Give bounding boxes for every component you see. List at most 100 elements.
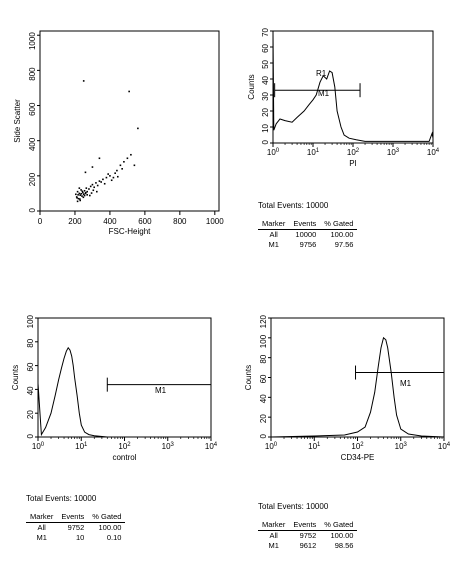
histogram-line — [272, 30, 434, 142]
y-tick-label: 40 — [261, 75, 270, 84]
scatter-point — [110, 179, 113, 182]
scatter-point — [82, 193, 85, 196]
scatter-point — [84, 191, 87, 194]
scatter-point — [81, 195, 83, 197]
x-tick-exponent: 1 — [317, 442, 321, 448]
scatter-point — [103, 182, 106, 185]
table-cell: M1 — [268, 240, 279, 249]
x-tick-label: 103 — [162, 442, 175, 451]
x-tick-exponent: 2 — [127, 442, 131, 448]
x-tick-label: 101 — [75, 442, 88, 451]
scatter-point — [98, 180, 101, 182]
y-tick-label: 400 — [28, 137, 37, 151]
scatter-point — [75, 196, 78, 198]
column-header: % Gated — [88, 512, 126, 523]
scatter-point — [81, 190, 84, 193]
x-tick-exponent: 0 — [41, 442, 45, 448]
y-tick-label: 100 — [26, 314, 35, 328]
scatter-point — [105, 176, 108, 179]
marker-table: Marker Events % Gated All 10000 100.00 M… — [258, 219, 358, 250]
y-tick-label: 100 — [259, 334, 268, 348]
x-tick-label: 104 — [438, 442, 451, 451]
scatter-point — [121, 168, 123, 170]
x-tick-label: 200 — [68, 217, 82, 226]
scatter-point — [78, 192, 81, 195]
x-tick-label: 800 — [173, 217, 187, 226]
events-summary-pi: Total Events: 10000 Marker Events % Gate… — [258, 201, 358, 250]
plot-frame — [39, 30, 220, 212]
table-cell: 97.56 — [334, 240, 354, 249]
scatter-point — [91, 166, 94, 168]
x-tick-label: 102 — [347, 148, 360, 157]
y-tick-label: 800 — [28, 67, 37, 81]
scatter-point — [114, 172, 116, 175]
x-tick-exponent: 3 — [404, 442, 408, 448]
scatter-point — [82, 196, 85, 199]
y-tick-label: 10 — [261, 123, 270, 132]
total-events-label: Total Events: 10000 — [258, 201, 329, 210]
scatter-point — [119, 164, 122, 167]
x-tick-exponent: 1 — [84, 442, 88, 448]
scatter-point — [84, 171, 87, 174]
y-tick-label: 0 — [26, 433, 35, 438]
x-tick-label: 102 — [118, 442, 131, 451]
scatter-point — [96, 190, 98, 193]
scatter-point — [83, 194, 86, 197]
x-tick-label: 103 — [387, 148, 400, 157]
y-tick-label: 20 — [26, 410, 35, 419]
x-tick-label: 101 — [308, 442, 321, 451]
x-tick-exponent: 2 — [360, 442, 364, 448]
x-tick-exponent: 0 — [274, 442, 278, 448]
column-header: Events — [57, 512, 89, 523]
scatter-point — [98, 157, 101, 160]
table-cell: 100.00 — [330, 531, 354, 540]
y-tick-label: 20 — [259, 414, 268, 423]
table-row: All 10000 100.00 — [258, 230, 357, 241]
table-cell: 0.10 — [106, 533, 122, 542]
x-tick-exponent: 2 — [356, 148, 360, 154]
y-tick-label: 0 — [259, 433, 268, 438]
x-tick-exponent: 3 — [171, 442, 175, 448]
scatter-point — [76, 197, 78, 199]
y-tick-label: 600 — [28, 102, 37, 116]
scatter-point — [79, 198, 81, 200]
scatter-point — [95, 182, 97, 184]
column-header: Events — [289, 219, 321, 230]
column-header: Events — [289, 520, 321, 531]
scatter-point — [77, 197, 80, 200]
column-header: % Gated — [320, 219, 358, 230]
x-tick-label: 1000 — [206, 217, 224, 226]
table-cell: 9752 — [299, 531, 317, 540]
table-cell: 98.56 — [334, 541, 354, 550]
y-axis-title: Counts — [244, 365, 253, 390]
x-tick-label: 600 — [138, 217, 152, 226]
gate-label: M1 — [400, 379, 412, 388]
scatter-point — [123, 160, 125, 163]
x-axis-title: CD34-PE — [341, 453, 375, 462]
events-summary-control: Total Events: 10000 Marker Events % Gate… — [26, 494, 126, 543]
scatter-point — [78, 187, 81, 189]
table-cell: M1 — [36, 533, 47, 542]
scatter-point — [76, 190, 79, 193]
table-cell: 9756 — [299, 240, 317, 249]
y-tick-label: 60 — [259, 374, 268, 383]
table-row: All 9752 100.00 — [26, 523, 125, 534]
y-tick-label: 200 — [28, 172, 37, 186]
scatter-point — [89, 194, 91, 197]
gate-label: M1 — [155, 386, 167, 395]
histogram-line — [37, 346, 211, 438]
x-tick-label: 104 — [205, 442, 218, 451]
histogram-line — [270, 336, 445, 438]
table-row: All 9752 100.00 — [258, 531, 357, 542]
marker-table: Marker Events % Gated All 9752 100.00 M1… — [26, 512, 126, 543]
scatter-point — [85, 187, 88, 189]
x-tick-exponent: 1 — [316, 148, 320, 154]
y-tick-label: 30 — [261, 91, 270, 100]
scatter-point — [116, 175, 119, 178]
gate-label: M1 — [318, 89, 330, 98]
x-tick-exponent: 0 — [276, 148, 280, 154]
x-axis-title: FSC-Height — [109, 227, 152, 236]
y-tick-label: 0 — [28, 207, 37, 212]
scatter-point — [107, 173, 109, 175]
scatter-point — [90, 192, 93, 194]
